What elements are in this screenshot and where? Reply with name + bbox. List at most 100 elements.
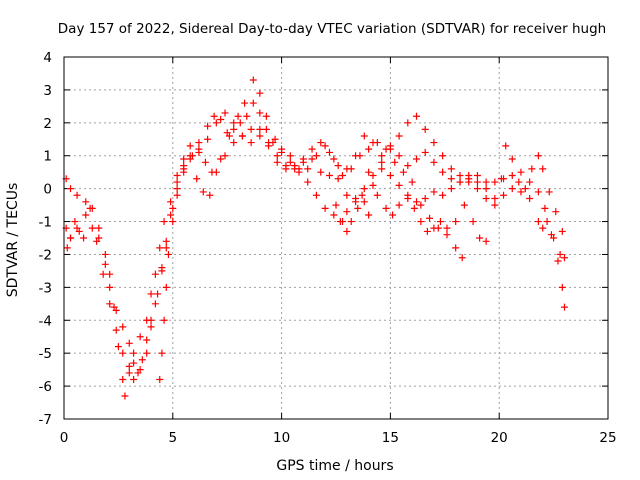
data-point (439, 152, 447, 160)
data-point (482, 195, 490, 203)
data-point (369, 181, 377, 189)
data-point (291, 162, 299, 170)
data-point (212, 168, 220, 176)
data-point (180, 155, 188, 163)
data-point (256, 109, 264, 117)
data-point (456, 171, 464, 179)
data-point (395, 132, 403, 140)
data-point (434, 224, 442, 232)
data-point (443, 224, 451, 232)
data-point (256, 89, 264, 97)
data-point (404, 195, 412, 203)
data-point (154, 290, 162, 298)
data-point (234, 112, 242, 120)
data-point (73, 191, 81, 199)
data-point (389, 211, 397, 219)
data-point (558, 283, 566, 291)
data-point (162, 244, 170, 252)
data-point (114, 343, 122, 351)
data-point (378, 158, 386, 166)
data-point (343, 191, 351, 199)
data-point (491, 195, 499, 203)
data-point (413, 155, 421, 163)
data-point (560, 303, 568, 311)
data-point (465, 178, 473, 186)
data-point (212, 119, 220, 127)
data-point (67, 234, 75, 242)
data-point (321, 204, 329, 212)
data-point (230, 125, 238, 133)
data-point (443, 231, 451, 239)
data-point (336, 218, 344, 226)
data-point (458, 254, 466, 262)
data-point (173, 191, 181, 199)
data-point (167, 198, 175, 206)
data-point (221, 109, 229, 117)
data-point (286, 152, 294, 160)
data-point (508, 155, 516, 163)
data-point (101, 260, 109, 268)
chart-title: Day 157 of 2022, Sidereal Day-to-day VTE… (58, 21, 606, 37)
data-point (404, 119, 412, 127)
data-point (502, 142, 510, 150)
x-axis-label: GPS time / hours (276, 458, 393, 474)
data-point (230, 119, 238, 127)
data-point (330, 155, 338, 163)
data-point (382, 204, 390, 212)
series-track-4 (156, 109, 566, 384)
data-point (230, 139, 238, 147)
data-point (112, 326, 120, 334)
series-track-6 (332, 191, 373, 235)
data-point (352, 152, 360, 160)
data-point (497, 175, 505, 183)
data-point (410, 204, 418, 212)
data-point (517, 168, 525, 176)
data-point (186, 152, 194, 160)
data-point (273, 152, 281, 160)
data-point (343, 208, 351, 216)
data-point (515, 178, 523, 186)
data-point (543, 218, 551, 226)
data-point (334, 175, 342, 183)
data-point (447, 165, 455, 173)
data-point (99, 270, 107, 278)
data-point (534, 218, 542, 226)
data-point (241, 99, 249, 107)
data-point (180, 168, 188, 176)
data-point (460, 201, 468, 209)
data-point (130, 376, 138, 384)
data-point (332, 201, 340, 209)
data-point (93, 237, 101, 245)
data-point (534, 188, 542, 196)
data-point (386, 142, 394, 150)
data-point (160, 316, 168, 324)
data-point (88, 224, 96, 232)
data-point (160, 218, 168, 226)
data-point (106, 270, 114, 278)
data-point (365, 145, 373, 153)
data-point (413, 198, 421, 206)
data-point (365, 168, 373, 176)
data-point (121, 392, 129, 400)
data-point (295, 168, 303, 176)
data-point (526, 178, 534, 186)
data-point (539, 224, 547, 232)
data-point (456, 178, 464, 186)
data-point (476, 234, 484, 242)
data-point (473, 185, 481, 193)
data-point (265, 142, 273, 150)
y-tick-label: 0 (43, 182, 52, 198)
data-point (526, 195, 534, 203)
data-point (247, 125, 255, 133)
data-point (413, 112, 421, 120)
data-point (249, 76, 257, 84)
series-track-5 (365, 168, 568, 262)
y-tick-label: -3 (39, 280, 52, 296)
data-point (67, 185, 75, 193)
data-point (545, 188, 553, 196)
data-point (80, 234, 88, 242)
data-point (71, 218, 79, 226)
data-point (378, 165, 386, 173)
data-point (106, 283, 114, 291)
data-point (343, 165, 351, 173)
